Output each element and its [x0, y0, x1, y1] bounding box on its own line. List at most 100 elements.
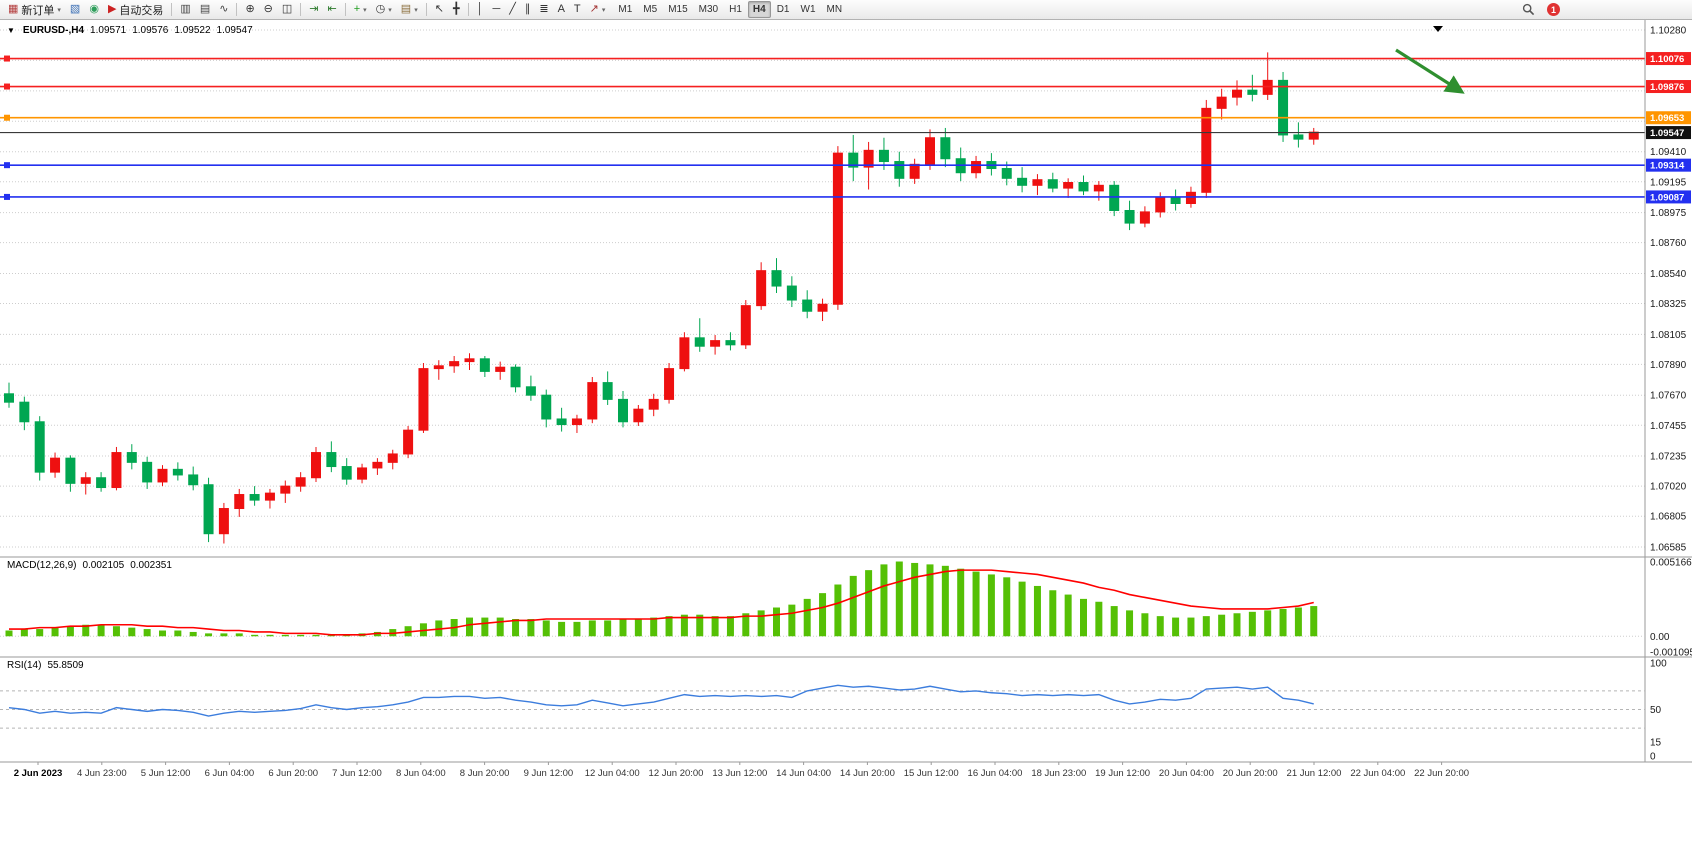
svg-text:6 Jun 04:00: 6 Jun 04:00	[205, 768, 255, 779]
chart-canvas[interactable]: 1.10280 1.09410 1.09195 1.08975 1.08760 1.085…	[0, 20, 1692, 842]
svg-text:1.09547: 1.09547	[1650, 128, 1684, 139]
svg-text:1.06585: 1.06585	[1650, 543, 1687, 554]
new-order-button[interactable]: ▦ 新订单 ▾	[4, 0, 65, 19]
price-axis[interactable]: 1.10280 1.09410 1.09195 1.08975 1.08760 1.085…	[1650, 26, 1687, 554]
zoom-out-button[interactable]: ⊖	[260, 0, 277, 19]
svg-text:1.07455: 1.07455	[1650, 421, 1687, 432]
svg-text:16 Jun 04:00: 16 Jun 04:00	[968, 768, 1023, 779]
auto-scroll-button[interactable]: ⇥	[305, 0, 322, 19]
timeframe-d1-button[interactable]: D1	[776, 4, 790, 15]
svg-text:1.08975: 1.08975	[1650, 208, 1687, 219]
symbol-label: EURUSD-,H4	[22, 25, 85, 36]
trendline-icon: ╱	[509, 3, 516, 15]
svg-text:15 Jun 12:00: 15 Jun 12:00	[904, 768, 959, 779]
symbol-dropdown-icon[interactable]: ▼	[7, 26, 15, 35]
vertical-line-icon: │	[476, 3, 484, 15]
timeframe-h4-button[interactable]: H4	[747, 1, 771, 18]
zoom-in-button[interactable]: ⊕	[241, 0, 258, 19]
tile-windows-button[interactable]: ◫	[278, 0, 296, 19]
bar-chart-icon: ▥	[180, 3, 191, 15]
svg-text:20 Jun 20:00: 20 Jun 20:00	[1223, 768, 1278, 779]
channel-button[interactable]: ∥	[521, 0, 535, 19]
svg-text:0.00: 0.00	[1650, 632, 1670, 643]
text-button[interactable]: A	[554, 0, 569, 19]
macd-value: 0.002105	[82, 560, 125, 571]
vertical-line-button[interactable]: │	[473, 0, 488, 19]
line-handle	[4, 114, 10, 121]
timeframe-m15-button[interactable]: M15	[668, 4, 688, 15]
chart-screenshot-button[interactable]: ▧	[66, 0, 84, 19]
line-chart-button[interactable]: ∿	[215, 0, 232, 19]
notification-badge[interactable]: 1	[1547, 3, 1560, 16]
svg-text:14 Jun 04:00: 14 Jun 04:00	[776, 768, 831, 779]
svg-text:1.10076: 1.10076	[1650, 54, 1684, 65]
arrow-annotation[interactable]	[1395, 48, 1465, 94]
ohlc-low: 1.09522	[174, 25, 211, 36]
macd-signal-line	[9, 569, 1314, 636]
dropdown-caret-icon: ▾	[388, 6, 392, 14]
timeframe-m5-button[interactable]: M5	[643, 4, 658, 15]
svg-text:6 Jun 20:00: 6 Jun 20:00	[268, 768, 318, 779]
crosshair-icon: ╋	[452, 3, 460, 15]
toolbar-separator	[236, 3, 238, 16]
timeframe-m1-button[interactable]: M1	[618, 4, 633, 15]
pivot-line-orange[interactable]: 1.09653	[0, 111, 1691, 125]
timeframe-w1-button[interactable]: W1	[800, 4, 816, 15]
svg-text:1.09653: 1.09653	[1650, 113, 1684, 124]
line-handle	[4, 83, 10, 90]
timeframe-m30-button[interactable]: M30	[698, 4, 719, 15]
search-button[interactable]	[1518, 0, 1539, 19]
chart-shift-button[interactable]: ⇤	[324, 0, 341, 19]
svg-text:4 Jun 23:00: 4 Jun 23:00	[77, 768, 127, 779]
timeframe-h1-button[interactable]: H1	[729, 4, 742, 15]
arrows-icon: ↗	[589, 3, 599, 15]
templates-button[interactable]: ▤ ▾	[397, 0, 422, 19]
line-handle	[4, 55, 10, 62]
rsi-pane-label: RSI(14) 55.8509	[7, 660, 84, 671]
arrows-button[interactable]: ↗ ▾	[586, 0, 610, 19]
bar-chart-button[interactable]: ▥	[176, 0, 194, 19]
line-handle	[4, 193, 10, 200]
svg-text:1.09314: 1.09314	[1650, 161, 1685, 172]
fibonacci-button[interactable]: ≣	[535, 0, 552, 19]
macd-pane-label: MACD(12,26,9) 0.002105 0.002351	[7, 560, 172, 571]
svg-text:13 Jun 12:00: 13 Jun 12:00	[712, 768, 767, 779]
svg-text:1.08105: 1.08105	[1650, 330, 1687, 341]
toolbar-right: 1	[1518, 0, 1560, 19]
ohlc-close: 1.09547	[216, 25, 253, 36]
toolbar: ▦ 新订单 ▾ ▧ ◉ ▶ 自动交易 ▥ ▤ ∿ ⊕ ⊖ ◫ ⇥ ⇤ + ▾ ◷ ▾ ▤ ▾ ↖ ╋ │ ─ ╱ ∥ ≣ A T ↗ ▾ M1…	[0, 0, 1692, 20]
svg-text:5 Jun 12:00: 5 Jun 12:00	[141, 768, 191, 779]
svg-text:1.07670: 1.07670	[1650, 391, 1687, 402]
svg-text:8 Jun 20:00: 8 Jun 20:00	[460, 768, 510, 779]
toolbar-separator	[300, 3, 302, 16]
candlestick-chart-button[interactable]: ▤	[196, 0, 214, 19]
autotrade-button[interactable]: ▶ 自动交易	[104, 0, 167, 19]
horizontal-line-button[interactable]: ─	[488, 0, 504, 19]
periods-button[interactable]: ◷ ▾	[372, 0, 396, 19]
macd-name: MACD(12,26,9)	[7, 560, 77, 571]
cursor-button[interactable]: ↖	[431, 0, 448, 19]
resistance-line-upper[interactable]: 1.10076	[0, 52, 1691, 66]
svg-text:1.09876: 1.09876	[1650, 82, 1684, 93]
svg-text:1.08540: 1.08540	[1650, 269, 1687, 280]
cursor-icon: ↖	[434, 3, 444, 15]
timeframe-mn-button[interactable]: MN	[826, 4, 843, 15]
dropdown-caret-icon: ▾	[57, 6, 61, 14]
label-button[interactable]: T	[570, 0, 585, 19]
time-axis[interactable]: 2 Jun 2023 4 Jun 23:00 5 Jun 12:00 6 Jun 04…	[14, 762, 1469, 779]
fibonacci-icon: ≣	[539, 3, 549, 15]
community-button[interactable]: ◉	[85, 0, 103, 19]
scroll-position-marker[interactable]	[1433, 26, 1443, 32]
horizontal-line-icon: ─	[492, 3, 501, 15]
horizontal-lines[interactable]: 1.10076 1.09876 1.09653 1.09314 1.09087	[0, 52, 1691, 204]
crosshair-button[interactable]: ╋	[449, 0, 464, 19]
svg-text:15: 15	[1650, 738, 1662, 749]
autotrade-icon: ▶	[107, 3, 117, 15]
trendline-button[interactable]: ╱	[505, 0, 520, 19]
support-line-upper[interactable]: 1.09314	[0, 158, 1691, 172]
add-indicator-button[interactable]: + ▾	[350, 0, 371, 19]
support-line-lower[interactable]: 1.09087	[0, 190, 1691, 204]
ohlc-high: 1.09576	[132, 25, 169, 36]
resistance-line-lower[interactable]: 1.09876	[0, 80, 1691, 94]
